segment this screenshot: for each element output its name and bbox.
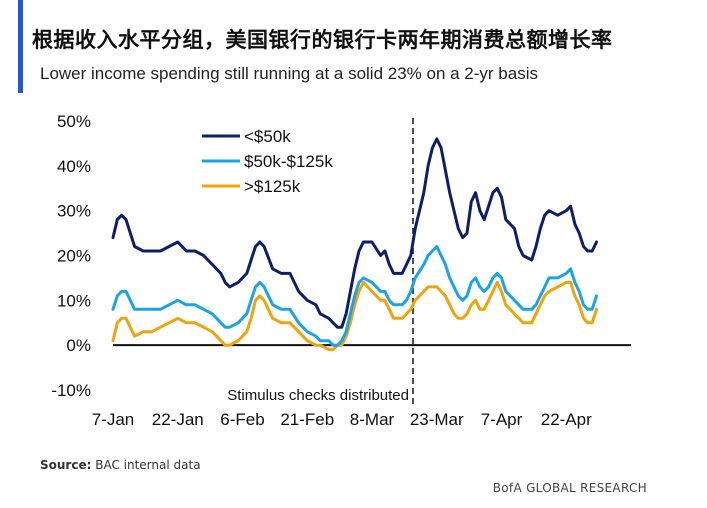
line-chart: 50% 40% 30% 20% 10% 0% -10% 7-Jan 22-Jan 6-Feb 21…: [51, 112, 631, 429]
y-axis: 50% 40% 30% 20% 10% 0% -10%: [51, 112, 91, 400]
y-tick-label: 0%: [66, 336, 91, 355]
x-axis: 7-Jan 22-Jan 6-Feb 21-Feb 8-Mar 23-Mar 7-Apr 22…: [92, 410, 592, 429]
x-tick-label: 6-Feb: [220, 410, 264, 429]
x-tick-label: 7-Jan: [92, 410, 135, 429]
x-tick-label: 21-Feb: [280, 410, 334, 429]
legend-label: $50k-$125k: [244, 152, 333, 171]
y-tick-label: 30%: [57, 202, 91, 221]
stimulus-annotation: Stimulus checks distributed: [227, 118, 414, 404]
y-tick-label: 40%: [57, 157, 91, 176]
source-text: BAC internal data: [95, 458, 201, 472]
brand-label: BofA GLOBAL RESEARCH: [492, 481, 647, 495]
series-line-2: [111, 280, 598, 352]
legend-label: <$50k: [244, 127, 291, 146]
stimulus-label: Stimulus checks distributed: [227, 387, 409, 404]
series-line-0: [111, 137, 598, 329]
x-tick-label: 22-Jan: [152, 410, 204, 429]
source-label: Source:: [40, 458, 92, 472]
legend-label: >$125k: [244, 177, 301, 196]
title-accent-bar: [18, 0, 23, 93]
series-layer: [111, 137, 598, 352]
y-tick-label: 20%: [57, 247, 91, 266]
x-tick-label: 23-Mar: [410, 410, 464, 429]
page-subtitle: Lower income spending still running at a…: [40, 64, 538, 83]
y-tick-label: -10%: [51, 381, 91, 400]
y-tick-label: 10%: [57, 291, 91, 310]
series-line-1: [111, 245, 598, 347]
x-tick-label: 8-Mar: [350, 410, 395, 429]
source-note: Source: BAC internal data: [40, 458, 201, 472]
chart-legend: <$50k $50k-$125k >$125k: [202, 127, 333, 196]
y-tick-label: 50%: [57, 112, 91, 131]
x-tick-label: 22-Apr: [541, 410, 592, 429]
page-title: 根据收入水平分组，美国银行的银行卡两年期消费总额增长率: [32, 28, 613, 52]
x-tick-label: 7-Apr: [481, 410, 523, 429]
